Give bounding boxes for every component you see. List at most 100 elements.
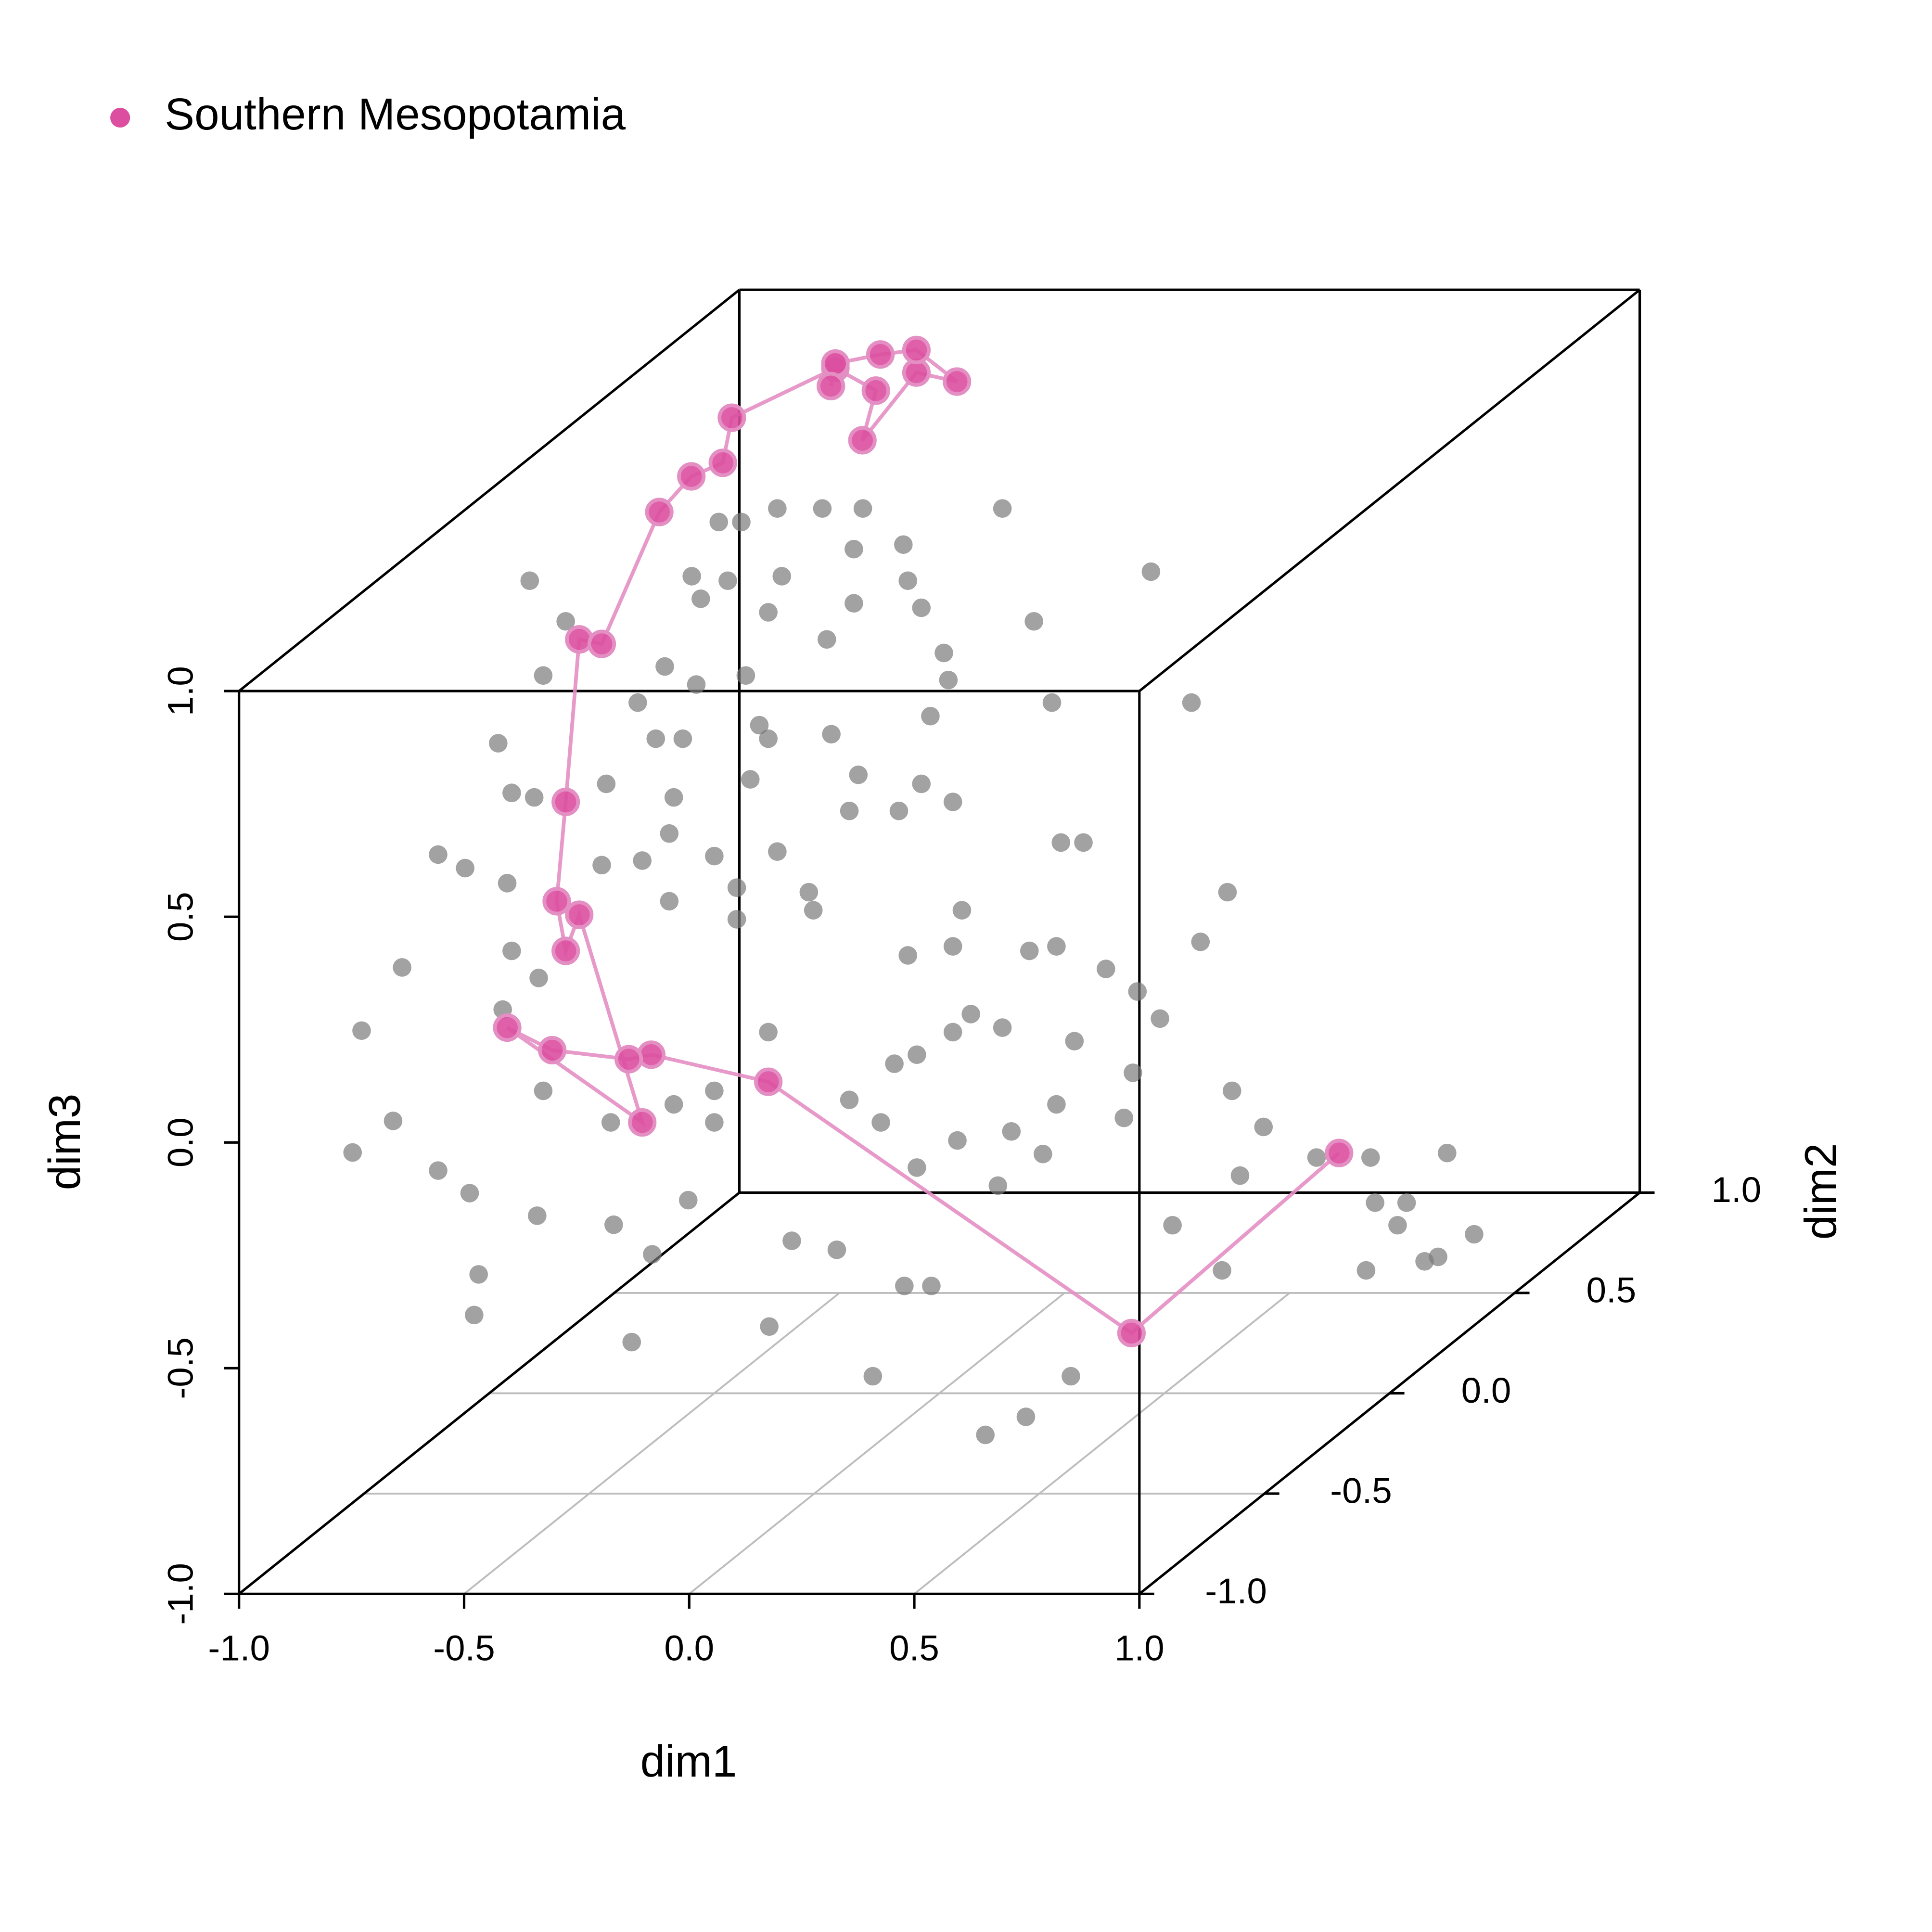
highlight-point: [1117, 1318, 1146, 1347]
grid-line: [913, 1292, 1291, 1595]
point: [741, 770, 760, 789]
point: [691, 589, 710, 608]
point: [1034, 1144, 1052, 1164]
grid-line: [689, 1292, 1065, 1595]
point: [601, 1113, 620, 1132]
point: [1163, 1215, 1182, 1235]
point: [556, 612, 575, 631]
point: [718, 571, 737, 590]
point: [592, 856, 611, 875]
z-tick-label: 1.0: [160, 666, 201, 716]
legend-label: Southern Mesopotamia: [165, 89, 626, 139]
point: [849, 765, 868, 784]
highlight-point: [493, 1013, 522, 1042]
point: [682, 567, 701, 586]
point: [952, 901, 972, 920]
point: [1361, 1148, 1380, 1167]
highlight-point: [587, 629, 616, 658]
highlight-point: [817, 371, 845, 400]
point: [912, 598, 931, 617]
point: [628, 693, 647, 712]
point: [1438, 1143, 1457, 1163]
point: [822, 725, 841, 744]
point: [934, 643, 953, 663]
point: [1213, 1261, 1231, 1280]
point: [1097, 960, 1115, 978]
point: [1016, 1407, 1036, 1426]
point: [465, 1305, 484, 1325]
point: [1218, 883, 1237, 902]
point: [633, 851, 652, 870]
highlight-point: [1325, 1139, 1354, 1167]
point: [534, 1081, 553, 1100]
point: [502, 941, 521, 960]
point: [1254, 1117, 1273, 1137]
point: [1042, 693, 1062, 712]
point: [1366, 1193, 1384, 1212]
point: [772, 567, 792, 586]
point: [804, 901, 823, 920]
point: [1074, 833, 1093, 852]
point: [1191, 933, 1210, 951]
highlight-point: [943, 367, 972, 396]
y-tick-label: -0.5: [1330, 1471, 1392, 1511]
z-tick-label: -1.0: [160, 1563, 201, 1625]
highlight-point: [565, 900, 594, 929]
highlight-point: [614, 1045, 643, 1074]
point: [871, 1113, 890, 1132]
point: [885, 1054, 904, 1073]
point: [687, 675, 706, 694]
point: [943, 1023, 962, 1042]
highlight-point: [861, 376, 890, 405]
point: [844, 539, 863, 559]
point: [844, 594, 863, 613]
point: [943, 937, 962, 956]
point: [993, 499, 1012, 518]
point: [429, 845, 448, 864]
x-tick-label: -0.5: [433, 1627, 495, 1668]
point: [660, 824, 679, 843]
point: [1465, 1225, 1484, 1244]
point: [908, 1045, 926, 1064]
box-edge: [1139, 289, 1641, 692]
highlight-point: [637, 1040, 666, 1069]
highlight-point: [754, 1067, 783, 1096]
point: [759, 729, 778, 748]
highlight-point: [542, 887, 571, 916]
point: [456, 858, 474, 878]
z-tick-label: 0.5: [160, 892, 201, 942]
point: [827, 1241, 846, 1259]
point: [705, 1113, 724, 1132]
point: [817, 630, 836, 649]
point: [1020, 941, 1039, 960]
point: [384, 1112, 403, 1130]
x-axis-label: dim1: [640, 1736, 737, 1786]
point: [939, 670, 958, 690]
z-axis-label: dim3: [39, 1094, 90, 1190]
point: [1307, 1148, 1326, 1167]
grid-line: [463, 1292, 840, 1595]
point: [1388, 1215, 1407, 1235]
point: [1047, 1095, 1066, 1114]
z-tick-label: 0.0: [160, 1117, 201, 1167]
point: [840, 801, 859, 820]
point: [988, 1176, 1008, 1195]
point: [1182, 693, 1201, 712]
point: [489, 734, 508, 753]
point: [469, 1265, 488, 1284]
point: [908, 1158, 926, 1177]
highlight-point: [708, 448, 737, 477]
point: [961, 1005, 980, 1024]
point: [498, 874, 517, 893]
point: [709, 512, 729, 532]
y-tick-label: -1.0: [1205, 1571, 1267, 1611]
point: [520, 571, 539, 590]
point: [799, 883, 819, 902]
point: [1429, 1247, 1447, 1267]
point: [705, 1081, 724, 1100]
highlight-point: [551, 787, 580, 817]
series-line: [506, 348, 1341, 1336]
point: [525, 788, 544, 807]
highlight-point: [628, 1108, 657, 1137]
